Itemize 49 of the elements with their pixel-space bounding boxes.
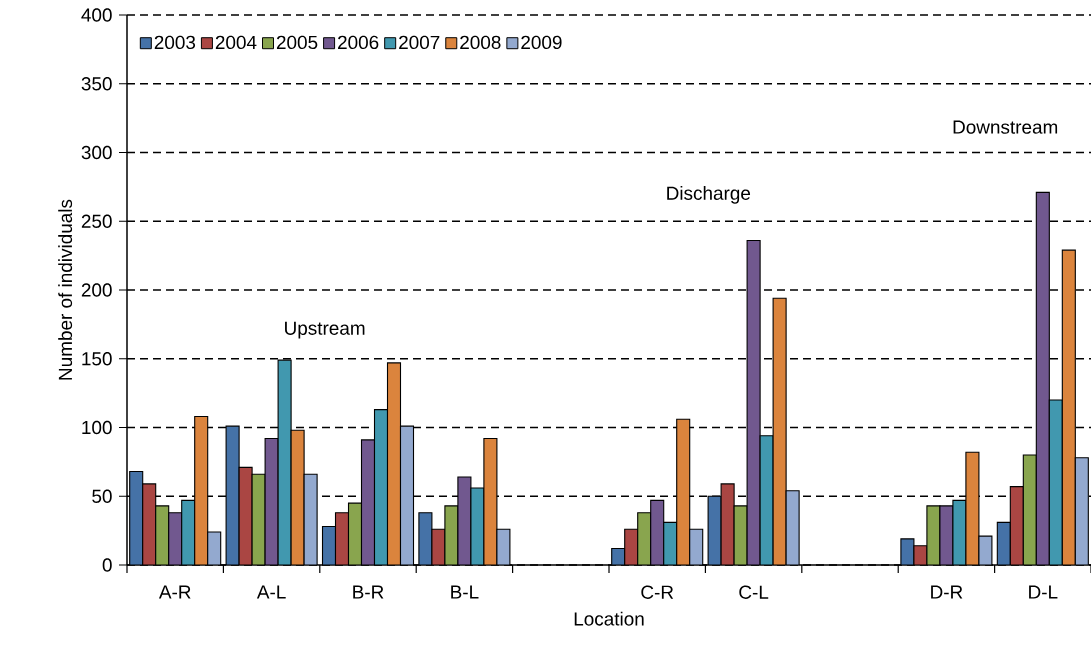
y-tick-label: 400 (81, 8, 112, 22)
y-tick-label: 250 (81, 214, 112, 228)
bar (1035, 191, 1050, 565)
bar (181, 499, 196, 565)
x-axis-title: Location (574, 611, 644, 626)
legend-label: 2004 (215, 35, 257, 50)
y-tick-label: 200 (81, 283, 112, 297)
legend-label: 2008 (460, 35, 501, 50)
bar (1009, 486, 1024, 565)
annotation: Discharge (667, 186, 751, 204)
bar (373, 409, 389, 565)
x-tick-label: D-R (931, 585, 963, 599)
x-tick-label: B-R (353, 585, 384, 599)
bar (142, 483, 157, 565)
x-tick-label: C-L (739, 585, 769, 599)
annotation: Upstream (285, 321, 365, 339)
bar (637, 512, 652, 565)
y-tick-label: 150 (82, 352, 112, 366)
legend-label: 2003 (154, 35, 196, 50)
bar (386, 362, 402, 565)
legend-label: 2006 (338, 35, 379, 50)
x-tick-label: B-L (451, 585, 479, 599)
x-tick-label: D-L (1029, 585, 1058, 599)
bar (650, 499, 665, 565)
bar (1074, 457, 1089, 565)
y-tick-label: 0 (102, 558, 112, 572)
bar (168, 512, 183, 565)
bar (347, 502, 363, 565)
bar (129, 470, 144, 565)
y-tick-label: 100 (82, 420, 112, 435)
bar (399, 425, 415, 565)
x-tick-label: A-L (256, 585, 286, 599)
x-tick-label: C-R (641, 585, 674, 599)
bar (1022, 454, 1037, 565)
x-tick-label: A-R (158, 585, 191, 599)
annotation: Downstream (953, 120, 1058, 134)
bar (1061, 249, 1076, 565)
bar (676, 418, 691, 565)
y-tick-label: 50 (92, 489, 112, 503)
bar (1048, 399, 1063, 565)
bar (334, 512, 350, 565)
bar (360, 439, 376, 565)
y-tick-label: 350 (81, 77, 112, 91)
y-tick-label: 300 (81, 145, 112, 160)
legend-label: 2009 (521, 35, 562, 50)
y-axis-title: Number of individuals (58, 199, 73, 380)
legend-label: 2007 (399, 35, 440, 50)
legend-label: 2005 (276, 35, 318, 50)
bar (194, 415, 209, 565)
